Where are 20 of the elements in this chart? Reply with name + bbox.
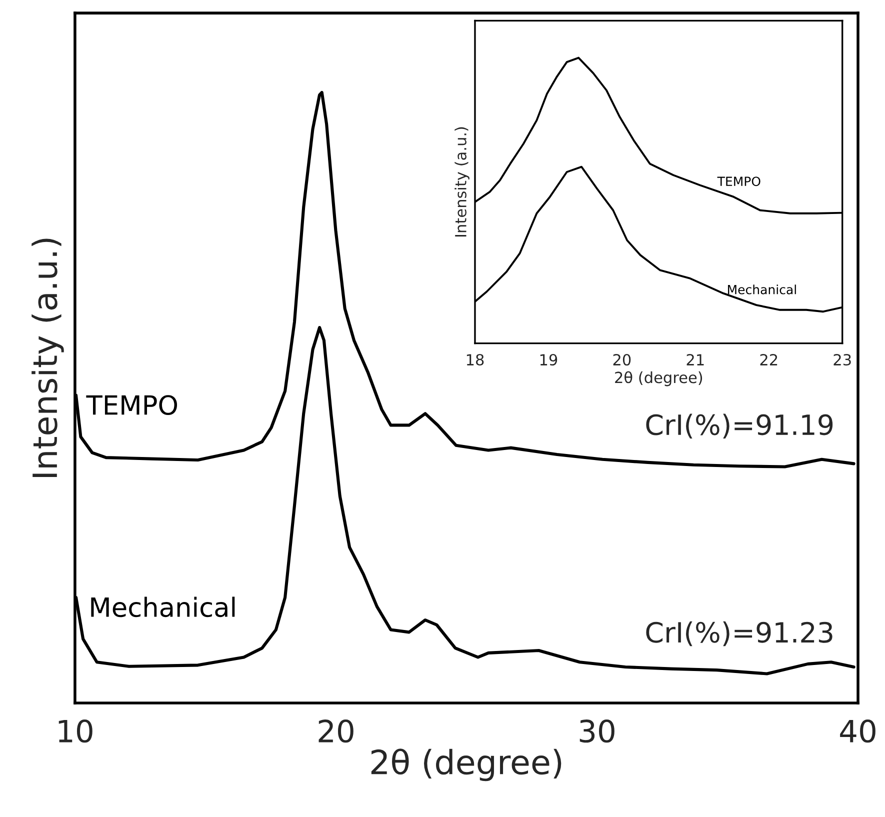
x-tick-label: 20 [318,720,354,743]
series-label: TEMPO [86,395,178,416]
x-tick-label: 19 [540,354,558,366]
y-axis-title: Intensity (a.u.) [454,127,470,236]
x-tick-label: 22 [760,354,778,366]
annotation: CrI(%)=91.19 [646,414,833,439]
series-label: Mechanical [728,284,796,294]
x-tick-label: 23 [834,354,851,366]
y-axis-title: Intensity (a.u.) [32,238,64,477]
x-tick-label: 10 [58,720,92,743]
x-tick-label: 20 [613,354,631,366]
x-tick-label: 30 [580,720,614,743]
series-label: Mechanical [91,596,235,618]
series-label: TEMPO [717,176,760,186]
x-axis-title: 2θ (degree) [371,748,562,782]
annotation: CrI(%)=91.23 [646,621,832,646]
x-tick-label: 18 [466,354,484,366]
x-axis-title: 2θ (degree) [615,371,702,386]
x-tick-label: 21 [686,354,704,366]
x-tick-label: 40 [840,720,876,743]
